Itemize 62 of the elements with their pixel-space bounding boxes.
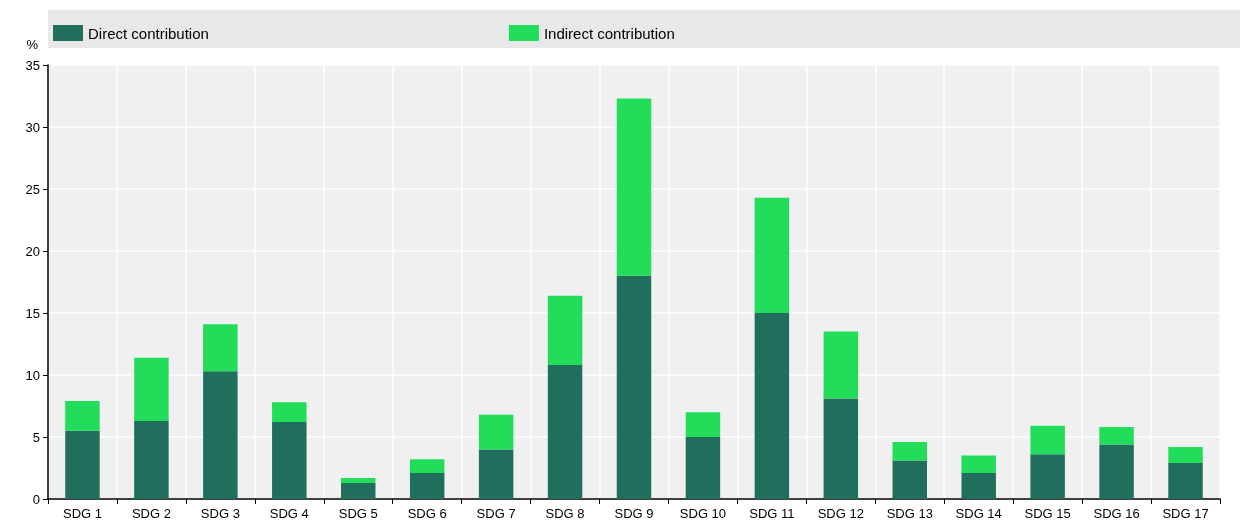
bar [65,401,100,431]
y-tick-label: 5 [32,429,40,445]
legend-label: Indirect contribution [543,24,675,42]
bar [685,412,721,437]
bar [1168,446,1203,464]
bar [134,420,169,499]
x-tick-label: SDG 16 [1093,506,1140,521]
y-tick-label: 15 [25,305,40,321]
bar [823,398,859,499]
x-tick-label: SDG 10 [679,506,727,521]
bar [547,365,583,499]
bar [478,449,514,499]
bar [65,430,100,499]
y-tick-label: 25 [25,181,40,197]
x-tick-label: SDG 17 [1162,506,1209,521]
bar [203,324,238,372]
bar [203,371,238,499]
x-tick-label: SDG 2 [131,506,171,521]
bar [685,437,721,499]
bar [823,331,859,399]
bar [341,477,376,483]
bar [1030,425,1065,455]
x-tick-label: SDG 12 [817,506,864,521]
legend-label: Direct contribution [88,24,209,42]
bar [616,275,652,499]
bar [1030,454,1065,499]
x-tick-label: SDG 7 [476,506,516,521]
bar [134,357,169,421]
bar [1099,444,1134,499]
x-tick-label: SDG 8 [545,506,585,521]
x-tick-label: SDG 14 [955,506,1002,521]
x-tick-label: SDG 6 [407,506,447,521]
bar [341,482,376,499]
bar [1168,463,1203,499]
x-tick-label: SDG 13 [886,506,933,521]
bar [547,295,583,366]
bar [892,460,927,499]
x-tick-label: SDG 9 [614,506,654,521]
bar [1099,427,1134,445]
x-tick-label: SDG 11 [749,506,795,521]
bar [409,459,445,473]
y-tick-label: 10 [25,367,40,383]
x-tick-label: SDG 3 [200,506,240,521]
y-tick-label: 0 [32,491,40,507]
bar [616,98,652,276]
bar [478,414,514,450]
bar [754,197,790,313]
bar [272,402,307,423]
x-tick-label: SDG 15 [1024,506,1071,521]
y-tick-label: 30 [25,119,40,135]
y-tick-label: 35 [25,57,40,73]
bar [961,472,996,499]
x-tick-label: SDG 5 [338,506,378,521]
bar [754,313,790,499]
bar [961,455,996,473]
bar [892,441,927,461]
y-tick-label: 20 [25,243,40,259]
x-tick-label: SDG 1 [62,506,102,521]
bar [272,422,307,499]
y-axis-title: % [26,37,39,52]
x-tick-label: SDG 4 [269,506,309,521]
bar [409,472,445,499]
